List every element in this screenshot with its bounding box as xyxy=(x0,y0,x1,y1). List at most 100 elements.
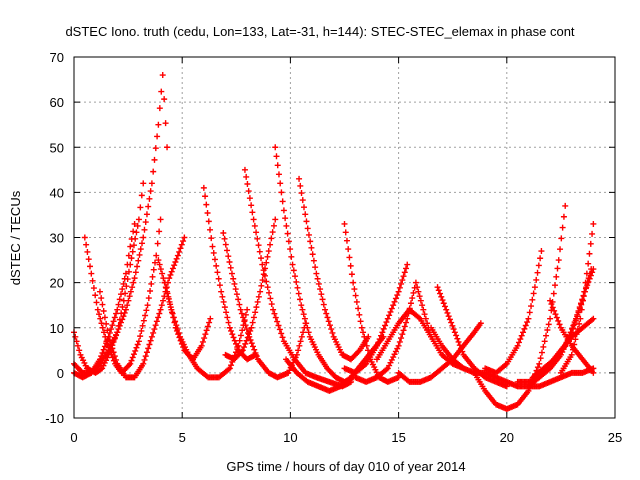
y-axis-label: dSTEC / TECUs xyxy=(8,190,23,285)
data-point xyxy=(159,72,166,79)
data-point xyxy=(378,332,385,339)
data-point xyxy=(103,340,110,347)
x-axis-label: GPS time / hours of day 010 of year 2014 xyxy=(226,459,465,474)
data-point xyxy=(176,248,183,255)
data-point xyxy=(531,284,538,291)
data-point xyxy=(202,331,209,338)
data-point xyxy=(533,276,540,283)
data-point xyxy=(157,266,164,273)
data-point xyxy=(404,261,411,268)
data-point xyxy=(81,234,88,241)
data-point xyxy=(253,229,260,236)
data-point xyxy=(165,295,172,302)
data-point xyxy=(201,335,208,342)
data-point xyxy=(449,322,456,329)
data-point xyxy=(477,320,484,327)
data-point xyxy=(388,305,395,312)
data-point xyxy=(251,222,258,229)
data-point xyxy=(203,327,210,334)
data-point xyxy=(347,262,354,269)
data-point xyxy=(122,306,129,313)
data-point xyxy=(315,280,322,287)
series-pass15 xyxy=(341,220,402,385)
data-point xyxy=(125,268,132,275)
data-point xyxy=(562,342,569,349)
data-point xyxy=(99,324,106,331)
data-point xyxy=(255,293,262,300)
data-point xyxy=(152,322,159,329)
data-point xyxy=(348,271,355,278)
data-point xyxy=(395,342,402,349)
data-point xyxy=(137,246,144,253)
data-point xyxy=(521,325,528,332)
data-point xyxy=(293,278,300,285)
data-point xyxy=(555,317,562,324)
data-point xyxy=(170,314,177,321)
data-point xyxy=(163,285,170,292)
data-point xyxy=(307,238,314,245)
data-point xyxy=(412,279,419,286)
data-point xyxy=(128,357,135,364)
data-point xyxy=(558,235,565,242)
data-point xyxy=(319,296,326,303)
data-point xyxy=(200,184,207,191)
series-pass11 xyxy=(222,216,279,363)
data-point xyxy=(301,315,308,322)
data-point xyxy=(259,261,266,268)
data-point xyxy=(223,309,230,316)
data-point xyxy=(346,254,353,261)
data-point xyxy=(296,175,303,182)
data-point xyxy=(236,301,243,308)
data-point xyxy=(231,337,238,344)
data-point xyxy=(125,297,132,304)
data-point xyxy=(271,310,278,317)
data-point xyxy=(174,326,181,333)
data-point xyxy=(267,295,274,302)
data-point xyxy=(224,314,231,321)
data-point xyxy=(121,275,128,282)
data-point xyxy=(585,278,592,285)
data-point xyxy=(129,354,136,361)
data-point xyxy=(563,339,570,346)
data-point xyxy=(257,288,264,295)
data-point xyxy=(526,309,533,316)
data-point xyxy=(97,366,104,373)
data-point xyxy=(238,348,245,355)
data-point xyxy=(151,259,158,266)
data-point xyxy=(138,192,145,199)
series-pass23 xyxy=(482,248,545,376)
data-point xyxy=(98,353,105,360)
data-point xyxy=(136,251,143,258)
data-point xyxy=(149,273,156,280)
data-point xyxy=(574,326,581,333)
data-point xyxy=(318,291,325,298)
data-point xyxy=(545,321,552,328)
data-point xyxy=(543,332,550,339)
data-point xyxy=(153,252,160,259)
data-point xyxy=(537,355,544,362)
data-point xyxy=(145,295,152,302)
data-point xyxy=(213,262,220,269)
data-point xyxy=(114,306,121,313)
data-point xyxy=(392,295,399,302)
data-point xyxy=(364,347,371,354)
data-point xyxy=(204,210,211,217)
data-point xyxy=(231,280,238,287)
data-point xyxy=(214,269,221,276)
data-point xyxy=(355,348,362,355)
data-point xyxy=(227,264,234,271)
data-point xyxy=(100,329,107,336)
data-point xyxy=(528,303,535,310)
data-point xyxy=(403,319,410,326)
data-point xyxy=(203,201,210,208)
data-point xyxy=(164,144,171,151)
data-point xyxy=(304,324,311,331)
data-point xyxy=(258,255,265,262)
data-point xyxy=(93,299,100,306)
data-point xyxy=(140,360,147,367)
data-point xyxy=(104,336,111,343)
data-point xyxy=(175,329,182,336)
data-point xyxy=(590,369,597,376)
data-point xyxy=(164,290,171,297)
